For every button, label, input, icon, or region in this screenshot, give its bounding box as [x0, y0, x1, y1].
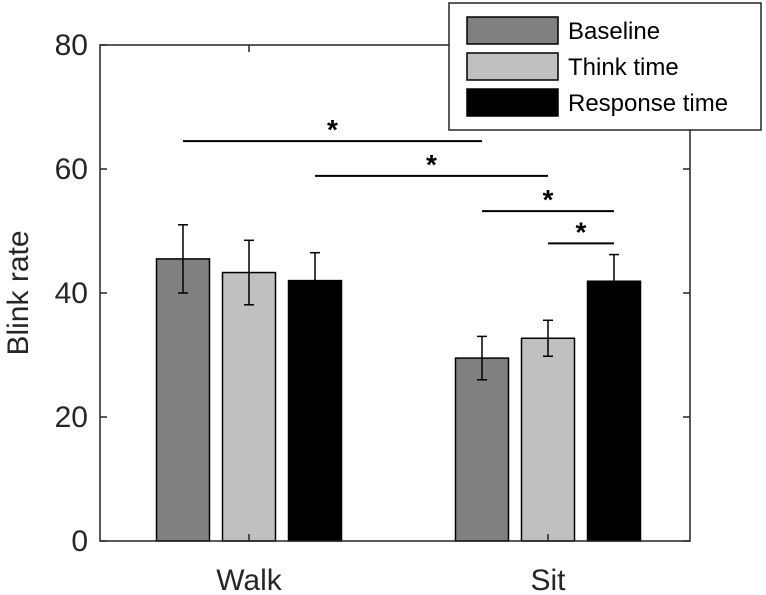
legend-label: Think time: [568, 54, 679, 81]
significance-star: *: [327, 114, 338, 145]
y-tick-label: 0: [71, 525, 88, 558]
x-tick-label: Walk: [216, 564, 283, 595]
significance-bracket: *: [548, 216, 614, 247]
bar-walk-response-time: [287, 279, 343, 542]
legend-swatch-baseline: [466, 16, 559, 45]
significance-layer: * * * *: [183, 114, 614, 247]
y-tick-label: 40: [55, 277, 88, 310]
legend-swatch-think-time: [466, 52, 559, 81]
error-bar-sit-response-time: [609, 253, 619, 309]
legend-swatch-response-time: [466, 88, 559, 117]
significance-bracket: *: [183, 114, 482, 145]
bar-walk-baseline: [155, 258, 211, 542]
bars-layer: [155, 258, 642, 542]
significance-bracket: *: [482, 184, 614, 215]
x-axis: Walk Sit: [216, 45, 566, 595]
y-axis: 0 20 40 60 80: [55, 29, 690, 558]
error-bar-walk-baseline: [178, 224, 188, 294]
significance-star: *: [576, 216, 587, 247]
legend-label: Baseline: [568, 18, 660, 45]
y-tick-label: 60: [55, 153, 88, 186]
bar-sit-response-time: [586, 280, 642, 542]
bar-sit-think-time: [520, 337, 576, 542]
y-axis-label: Blink rate: [2, 230, 35, 355]
significance-star: *: [543, 184, 554, 215]
error-bar-sit-think-time: [543, 319, 553, 357]
error-bar-sit-baseline: [477, 335, 487, 381]
y-tick-label: 20: [55, 401, 88, 434]
error-bars-layer: [178, 224, 619, 381]
legend: Baseline Think time Response time: [448, 2, 762, 131]
bar-sit-baseline: [454, 357, 510, 542]
x-tick-label: Sit: [530, 564, 566, 595]
y-tick-label: 80: [55, 29, 88, 62]
error-bar-walk-response-time: [310, 251, 320, 310]
significance-star: *: [426, 149, 437, 180]
error-bar-walk-think-time: [244, 239, 254, 306]
legend-label: Response time: [568, 90, 728, 117]
bar-walk-think-time: [221, 271, 277, 542]
significance-bracket: *: [315, 149, 548, 180]
